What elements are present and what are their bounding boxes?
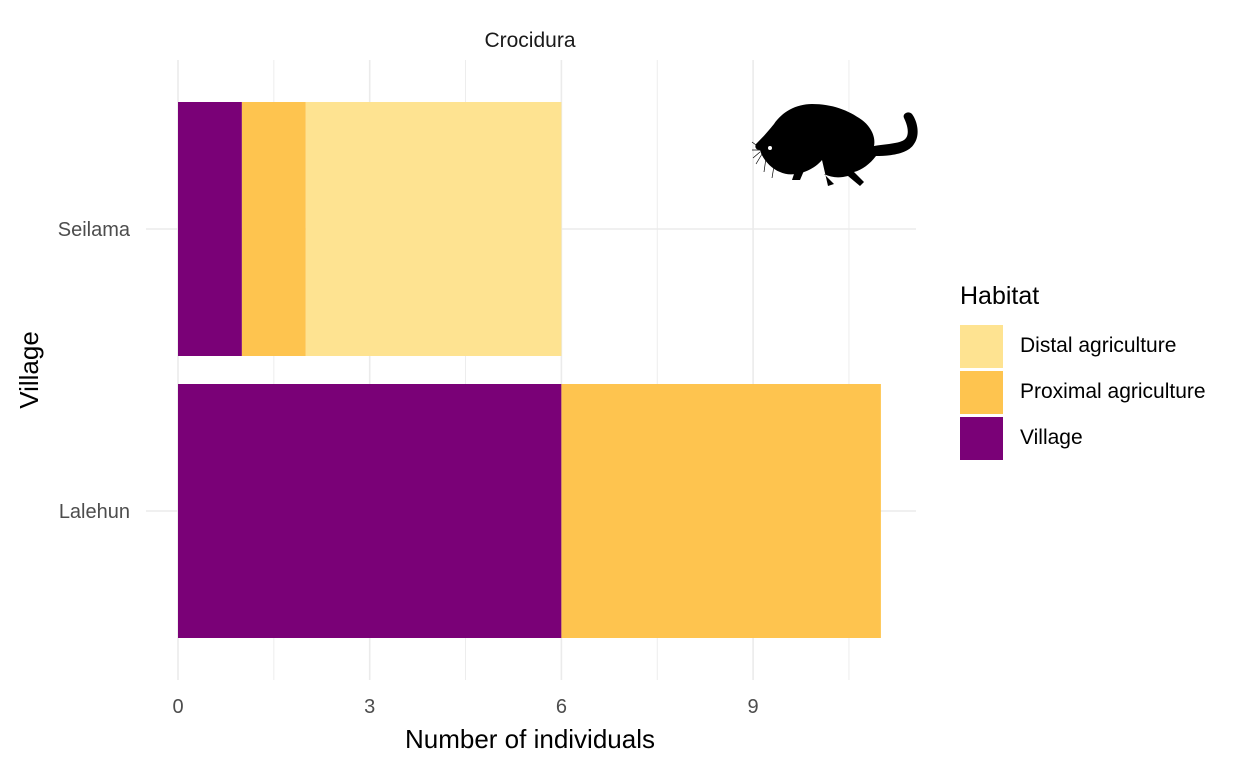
y-tick-label: Lalehun: [59, 501, 130, 523]
bar-lalehun-village: [178, 384, 562, 638]
legend-item-distal: Distal agriculture: [960, 323, 1206, 369]
shrew-icon: [751, 104, 918, 186]
x-tick-label: 0: [172, 696, 183, 718]
legend-swatch-distal: [960, 324, 1003, 368]
legend-label-proximal: Proximal agriculture: [1020, 380, 1206, 403]
legend: Habitat Distal agriculture Proximal agri…: [960, 282, 1206, 461]
legend-swatch-village: [960, 416, 1003, 460]
bars: [178, 102, 881, 638]
bar-seilama-distal-agriculture: [305, 102, 562, 356]
x-tick-label: 9: [748, 696, 759, 718]
y-tick-label: Seilama: [58, 219, 131, 241]
x-tick-label: 3: [364, 696, 375, 718]
legend-item-proximal: Proximal agriculture: [960, 369, 1206, 415]
facet-title: Crocidura: [484, 29, 575, 52]
y-axis-ticks: Lalehun Seilama: [58, 219, 131, 523]
legend-title: Habitat: [960, 282, 1040, 310]
legend-swatch-proximal: [960, 370, 1003, 414]
bar-seilama-proximal-agriculture: [241, 102, 306, 356]
legend-label-village: Village: [1020, 426, 1083, 449]
x-tick-label: 6: [556, 696, 567, 718]
bar-seilama-village: [178, 102, 242, 356]
x-axis-label: Number of individuals: [405, 724, 655, 754]
x-axis-ticks: 0 3 6 9: [172, 696, 758, 718]
legend-item-village: Village: [960, 415, 1206, 461]
bar-lalehun-proximal-agriculture: [561, 384, 881, 638]
legend-label-distal: Distal agriculture: [1020, 334, 1177, 357]
y-axis-label: Village: [14, 331, 44, 409]
